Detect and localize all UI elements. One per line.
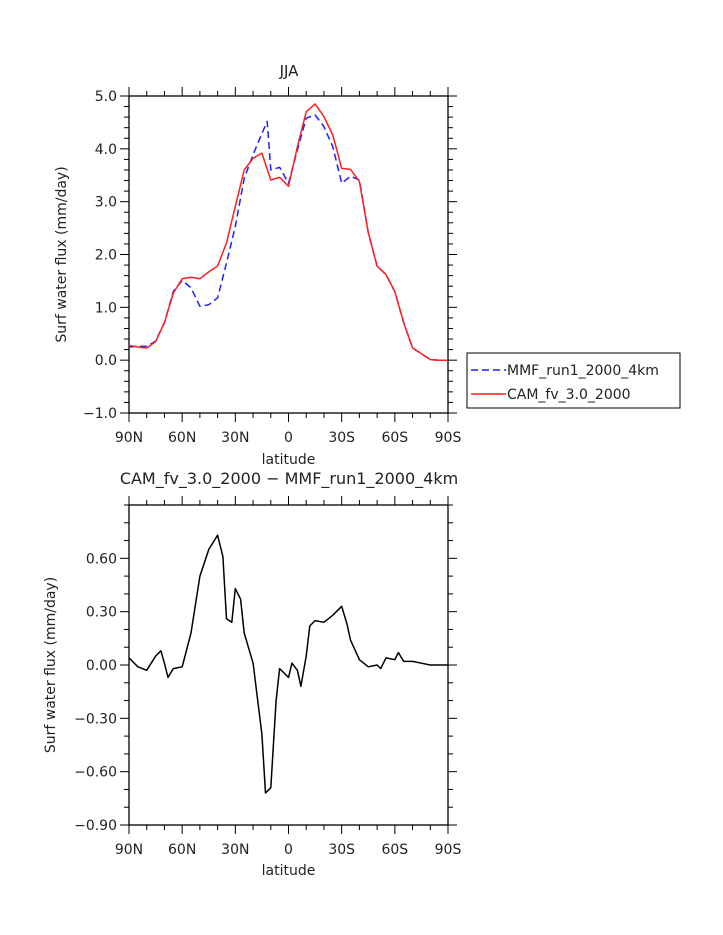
y-tick-label: −0.30 — [74, 711, 117, 727]
x-tick-label: 0 — [284, 430, 293, 446]
x-tick-label: 60S — [381, 430, 408, 446]
y-tick-label: −1.0 — [83, 406, 117, 422]
y-tick-label: 0.00 — [86, 658, 117, 674]
x-tick-label: 60N — [168, 430, 196, 446]
chart-title: JJA — [279, 62, 300, 80]
legend-box — [466, 352, 681, 409]
series-line-mmf-run1-2000-4km — [128, 114, 448, 361]
x-tick-label: 60S — [381, 842, 408, 858]
y-tick-label: 0.60 — [86, 551, 117, 567]
chart-title: CAM_fv_3.0_2000 − MMF_run1_2000_4km — [120, 469, 458, 489]
x-tick-label: 0 — [284, 842, 293, 858]
legend-label: CAM_fv_3.0_2000 — [507, 387, 631, 403]
y-axis-label: Surf water flux (mm/day) — [54, 166, 70, 342]
y-tick-label: 3.0 — [95, 195, 117, 211]
x-tick-label: 30N — [221, 430, 249, 446]
x-tick-label: 90S — [435, 842, 462, 858]
y-tick-label: 0.0 — [95, 353, 117, 369]
y-tick-label: −0.60 — [74, 765, 117, 781]
legend-label: MMF_run1_2000_4km — [507, 363, 659, 379]
x-tick-label: 30S — [328, 430, 355, 446]
y-tick-label: −0.90 — [74, 818, 117, 834]
y-tick-label: 4.0 — [95, 142, 117, 158]
y-tick-label: 5.0 — [95, 89, 117, 105]
y-tick-label: 0.30 — [86, 605, 117, 621]
x-axis-label: latitude — [262, 863, 316, 879]
x-tick-label: 90N — [115, 842, 143, 858]
y-tick-label: 2.0 — [95, 248, 117, 264]
y-axis-label: Surf water flux (mm/day) — [43, 577, 59, 753]
plot-frame — [128, 95, 449, 414]
x-axis-label: latitude — [262, 452, 316, 468]
x-tick-label: 90N — [115, 430, 143, 446]
plot-1: 90N 60N 30N 0 30S 60S 90S 0.60 0.30 0.00 −0.30 −0.6… — [43, 469, 461, 879]
series-line-cam-fv-3-0-2000 — [128, 103, 448, 361]
plot-frame — [128, 504, 449, 826]
x-tick-label: 30S — [328, 842, 355, 858]
series-line-difference — [128, 534, 448, 794]
x-tick-label: 30N — [221, 842, 249, 858]
plot-0: 90N 60N 30N 0 30S 60S 90S 5.0 4.0 3.0 2.0 1.0 0.0 −1.… — [54, 62, 681, 468]
x-tick-label: 60N — [168, 842, 196, 858]
legend: MMF_run1_2000_4km CAM_fv_3.0_2000 — [466, 352, 681, 409]
x-tick-label: 90S — [435, 430, 462, 446]
y-tick-label: 1.0 — [95, 300, 117, 316]
